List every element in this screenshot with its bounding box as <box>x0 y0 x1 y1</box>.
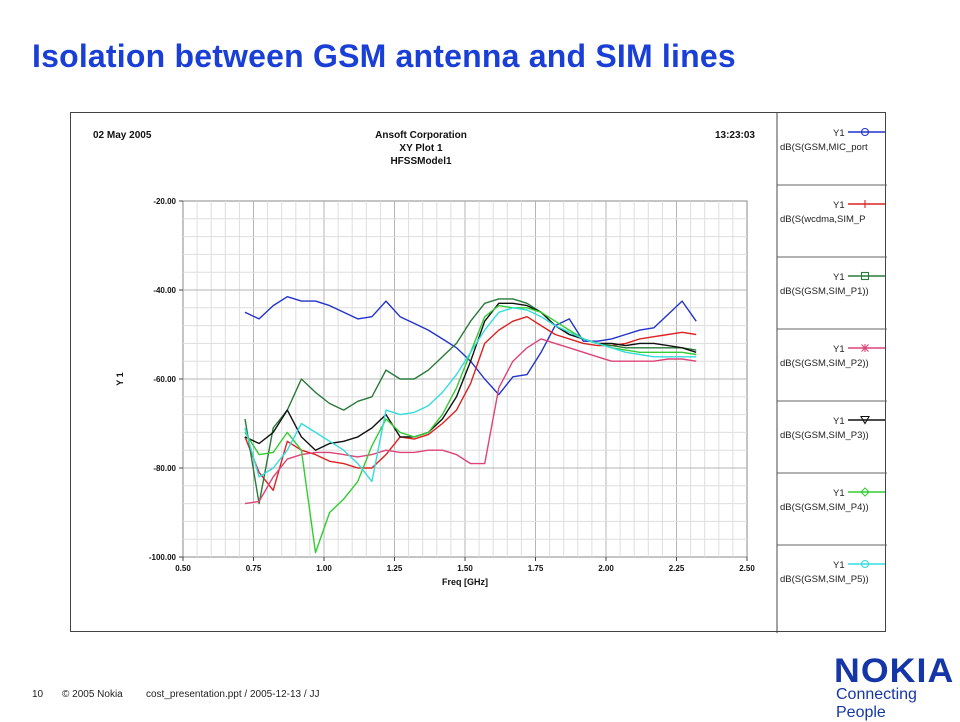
x-tick-label: 2.00 <box>598 564 614 573</box>
series-line-4 <box>244 338 697 505</box>
plot-company: Ansoft Corporation <box>375 130 467 141</box>
x-axis-label: Freq [GHz] <box>442 577 488 587</box>
x-tick-label: 1.00 <box>316 564 332 573</box>
series-line-5 <box>244 302 697 451</box>
series-line-7 <box>244 307 697 483</box>
legend-entry-7: Y1 dB(S(GSM,SIM_P5)) <box>780 559 885 585</box>
x-tick-label: 1.50 <box>457 564 473 573</box>
plot-name: XY Plot 1 <box>399 143 443 154</box>
footer-copyright: © 2005 Nokia <box>62 689 123 700</box>
legend-entry-2: Y1 dB(S(wcdma,SIM_P <box>777 200 887 258</box>
y-tick-label: -100.00 <box>149 553 177 562</box>
legend-series-name: dB(S(GSM,SIM_P1)) <box>780 286 869 297</box>
x-tick-label: 1.25 <box>387 564 403 573</box>
legend-entry-1: Y1 dB(S(GSM,MIC_port <box>777 127 887 186</box>
legend-series-name: dB(S(wcdma,SIM_P <box>780 214 866 225</box>
y-tick-label: -40.00 <box>153 286 176 295</box>
legend-axis-label: Y1 <box>833 344 845 355</box>
nokia-tagline: Connecting People <box>836 686 917 721</box>
footer-file-info: cost_presentation.ppt / 2005-12-13 / JJ <box>146 689 320 700</box>
plot-window: 02 May 2005 Ansoft Corporation XY Plot 1 HF… <box>70 112 887 633</box>
legend-entry-5: Y1 dB(S(GSM,SIM_P3)) <box>777 415 887 474</box>
legend-marker-square <box>860 271 870 281</box>
legend-axis-label: Y1 <box>833 416 845 427</box>
footer-page-number: 10 <box>32 689 44 700</box>
legend-series-name: dB(S(GSM,SIM_P2)) <box>780 358 869 369</box>
x-tick-label: 0.75 <box>246 564 262 573</box>
y-axis-label: Y 1 <box>115 372 125 385</box>
legend-marker-diamond <box>860 487 870 497</box>
slide-title: Isolation between GSM antenna and SIM li… <box>32 38 736 74</box>
legend-entry-3: Y1 dB(S(GSM,SIM_P1)) <box>777 271 887 330</box>
legend-marker-circle <box>860 127 870 137</box>
x-tick-label: 2.50 <box>739 564 755 573</box>
nokia-logo: NOKIA <box>834 652 955 690</box>
legend-axis-label: Y1 <box>833 560 845 571</box>
legend-series-name: dB(S(GSM,MIC_port <box>780 142 868 153</box>
plot-model: HFSSModel1 <box>390 156 452 167</box>
legend-series-name: dB(S(GSM,SIM_P4)) <box>780 502 869 513</box>
legend-series-name: dB(S(GSM,SIM_P5)) <box>780 574 869 585</box>
legend-axis-label: Y1 <box>833 272 845 283</box>
series-line-3 <box>244 298 697 505</box>
y-tick-label: -20.00 <box>153 197 176 206</box>
y-tick-label: -60.00 <box>153 375 176 384</box>
legend-entry-4: Y1 dB(S(GSM,SIM_P2)) <box>777 344 887 402</box>
y-tick-label: -80.00 <box>153 464 176 473</box>
series-line-2 <box>244 315 697 491</box>
legend-axis-label: Y1 <box>833 488 845 499</box>
legend-entry-6: Y1 dB(S(GSM,SIM_P4)) <box>777 487 887 546</box>
xy-plot: 02 May 2005 Ansoft Corporation XY Plot 1 HF… <box>93 113 887 633</box>
legend-axis-label: Y1 <box>833 128 845 139</box>
plot-time: 13:23:03 <box>715 130 755 141</box>
plot-date: 02 May 2005 <box>93 130 152 141</box>
x-tick-label: 0.50 <box>175 564 191 573</box>
legend-series-name: dB(S(GSM,SIM_P3)) <box>780 430 869 441</box>
legend-axis-label: Y1 <box>833 200 845 211</box>
legend-marker-triangle <box>860 415 870 425</box>
x-tick-label: 1.75 <box>528 564 544 573</box>
legend-marker-circle <box>860 559 870 569</box>
x-tick-label: 2.25 <box>669 564 685 573</box>
